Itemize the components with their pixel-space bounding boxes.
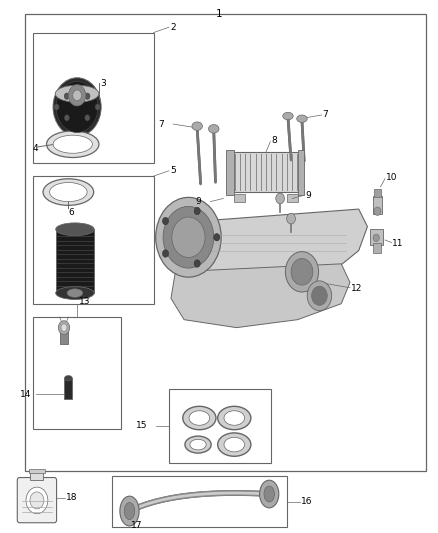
Bar — [30, 472, 43, 480]
Bar — [287, 193, 297, 201]
Circle shape — [373, 234, 379, 241]
Circle shape — [54, 104, 59, 110]
Ellipse shape — [53, 135, 92, 154]
Ellipse shape — [56, 223, 94, 236]
Ellipse shape — [297, 115, 307, 123]
Ellipse shape — [185, 436, 211, 453]
Bar — [374, 189, 381, 197]
Circle shape — [53, 78, 101, 136]
Bar — [373, 196, 382, 214]
Circle shape — [194, 260, 200, 267]
Bar — [64, 378, 72, 399]
Ellipse shape — [43, 179, 94, 205]
Ellipse shape — [64, 375, 72, 381]
Ellipse shape — [218, 406, 251, 430]
Text: 4: 4 — [32, 144, 38, 153]
Bar — [298, 150, 304, 195]
Bar — [60, 328, 68, 344]
Bar — [33, 33, 153, 163]
Circle shape — [162, 250, 169, 257]
Circle shape — [194, 207, 200, 215]
Circle shape — [64, 93, 70, 99]
Circle shape — [64, 115, 70, 121]
Text: 16: 16 — [300, 497, 312, 506]
Text: 14: 14 — [20, 390, 31, 399]
Text: 7: 7 — [158, 119, 164, 128]
Ellipse shape — [260, 480, 279, 508]
Text: 10: 10 — [386, 173, 397, 182]
Ellipse shape — [189, 411, 210, 425]
Ellipse shape — [67, 289, 83, 297]
Ellipse shape — [264, 486, 275, 502]
Ellipse shape — [120, 496, 139, 526]
Circle shape — [85, 115, 90, 121]
Text: 5: 5 — [170, 166, 176, 175]
Circle shape — [374, 207, 381, 215]
Text: 18: 18 — [66, 493, 78, 502]
Circle shape — [68, 85, 86, 106]
Ellipse shape — [49, 182, 87, 201]
Ellipse shape — [283, 112, 293, 120]
Text: 9: 9 — [195, 197, 201, 206]
Circle shape — [95, 104, 100, 110]
Circle shape — [214, 233, 220, 241]
Bar — [232, 152, 300, 192]
Ellipse shape — [287, 213, 295, 224]
FancyBboxPatch shape — [17, 478, 57, 523]
Ellipse shape — [218, 433, 251, 456]
Polygon shape — [158, 209, 367, 282]
Text: 13: 13 — [79, 296, 91, 305]
Ellipse shape — [208, 125, 219, 133]
Bar — [112, 477, 287, 527]
Ellipse shape — [124, 503, 135, 520]
Bar — [33, 176, 153, 304]
Bar — [33, 317, 121, 429]
Ellipse shape — [56, 287, 94, 300]
Ellipse shape — [276, 193, 285, 204]
Text: 9: 9 — [305, 191, 311, 200]
Circle shape — [73, 90, 81, 101]
Circle shape — [61, 324, 67, 332]
Ellipse shape — [224, 411, 244, 425]
Circle shape — [162, 217, 169, 225]
Circle shape — [286, 252, 318, 292]
Ellipse shape — [192, 122, 202, 131]
Circle shape — [291, 259, 313, 285]
Text: 3: 3 — [100, 78, 106, 87]
Ellipse shape — [46, 131, 99, 158]
Circle shape — [30, 492, 44, 509]
Ellipse shape — [190, 439, 206, 450]
Polygon shape — [171, 264, 350, 328]
Text: 8: 8 — [271, 136, 277, 145]
Bar — [169, 389, 272, 463]
Bar — [370, 229, 383, 245]
Circle shape — [311, 286, 327, 305]
Circle shape — [163, 206, 214, 268]
Bar — [56, 229, 94, 293]
Bar — [28, 469, 45, 473]
Text: 1: 1 — [215, 9, 223, 19]
Circle shape — [172, 217, 205, 257]
Circle shape — [155, 197, 221, 277]
Text: 12: 12 — [351, 284, 362, 293]
Ellipse shape — [55, 85, 99, 102]
Circle shape — [307, 281, 332, 311]
Text: 15: 15 — [136, 422, 148, 431]
Circle shape — [85, 93, 90, 99]
Bar — [373, 243, 381, 253]
Bar — [234, 193, 245, 201]
Ellipse shape — [183, 406, 216, 430]
Text: 2: 2 — [170, 23, 176, 32]
Text: 6: 6 — [69, 208, 74, 217]
Bar — [25, 14, 426, 471]
Bar — [226, 150, 234, 195]
Text: 7: 7 — [322, 110, 328, 119]
Text: 11: 11 — [392, 239, 404, 248]
Text: 17: 17 — [131, 521, 142, 530]
Circle shape — [56, 82, 98, 133]
Circle shape — [58, 321, 70, 335]
Ellipse shape — [224, 438, 244, 452]
Circle shape — [26, 487, 48, 514]
